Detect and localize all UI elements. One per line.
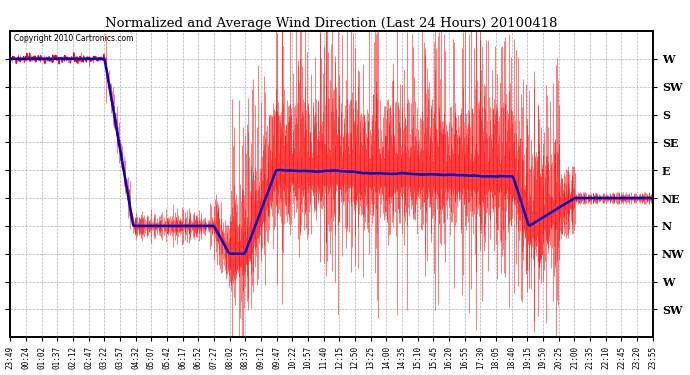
Title: Normalized and Average Wind Direction (Last 24 Hours) 20100418: Normalized and Average Wind Direction (L…	[106, 17, 558, 30]
Text: Copyright 2010 Cartronics.com: Copyright 2010 Cartronics.com	[14, 34, 133, 43]
